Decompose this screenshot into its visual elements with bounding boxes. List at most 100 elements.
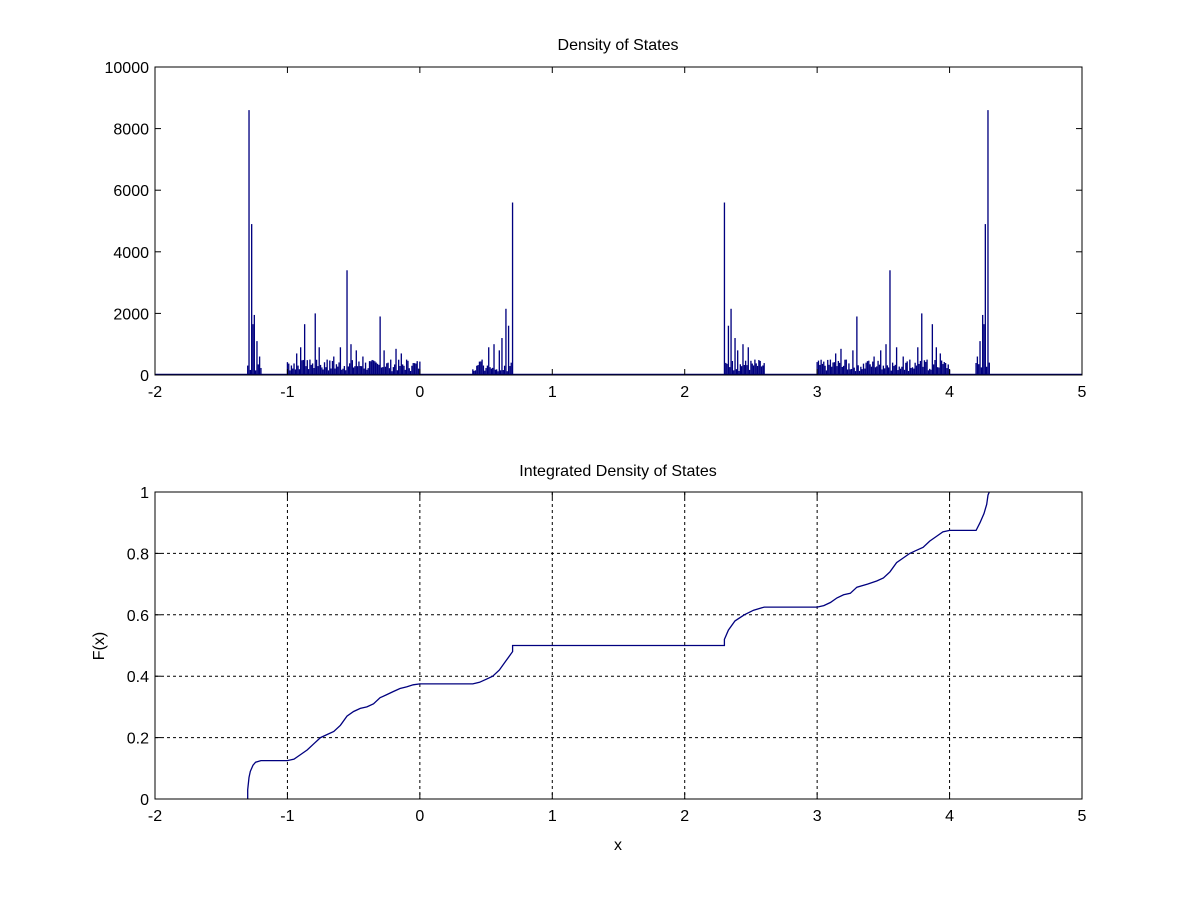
density-bar xyxy=(317,366,319,375)
density-bar xyxy=(305,366,307,375)
y-tick-label: 0 xyxy=(140,792,149,809)
density-bar xyxy=(840,348,842,375)
density-bar xyxy=(419,361,421,375)
density-bar xyxy=(752,365,755,375)
density-bar xyxy=(380,367,383,375)
density-bar xyxy=(379,316,381,375)
density-bar xyxy=(325,367,327,375)
density-bar xyxy=(831,366,833,375)
density-bar xyxy=(404,369,406,375)
density-bar xyxy=(882,365,885,375)
density-bar xyxy=(873,356,875,375)
density-bar xyxy=(354,366,356,375)
density-bar xyxy=(343,366,346,375)
density-bar xyxy=(292,368,294,375)
density-bar xyxy=(382,367,384,375)
density-bar xyxy=(817,360,820,375)
density-bar xyxy=(251,224,253,375)
density-bar xyxy=(327,370,330,375)
density-bar xyxy=(726,363,728,375)
density-bar xyxy=(910,368,912,375)
x-tick-label: -1 xyxy=(280,808,294,825)
density-bar xyxy=(845,359,847,375)
density-bar xyxy=(503,365,506,375)
density-bar xyxy=(407,360,409,375)
density-bar xyxy=(895,347,898,375)
density-bar xyxy=(293,363,295,375)
density-bar xyxy=(975,363,977,375)
density-bar xyxy=(987,110,989,376)
density-bar xyxy=(390,359,392,375)
density-bar xyxy=(922,366,924,375)
density-bar xyxy=(398,359,400,375)
density-bar xyxy=(985,366,988,375)
density-bar xyxy=(337,366,339,375)
integrated-title: Integrated Density of States xyxy=(519,463,716,480)
density-bar xyxy=(856,316,858,375)
y-tick-label: 0.6 xyxy=(127,608,149,625)
y-tick-label: 10000 xyxy=(105,60,150,77)
density-bar xyxy=(979,341,981,375)
density-bar xyxy=(499,370,502,375)
density-bar xyxy=(363,368,365,375)
density-bar xyxy=(743,364,745,375)
density-bar xyxy=(842,365,845,375)
density-bar xyxy=(905,362,907,375)
density-bar xyxy=(759,360,761,375)
integrated-y-axis-label: F(x) xyxy=(91,632,108,660)
density-bar xyxy=(939,353,941,375)
density-bar xyxy=(413,363,416,375)
density-bar xyxy=(310,364,312,375)
density-bar xyxy=(824,365,826,375)
density-bar xyxy=(339,347,342,375)
density-bar xyxy=(760,366,763,375)
density-bar xyxy=(936,367,939,375)
density-bar xyxy=(401,364,404,375)
density-bar xyxy=(376,363,379,375)
density-bar xyxy=(852,350,854,375)
density-bar xyxy=(725,362,727,375)
density-bar xyxy=(346,270,348,375)
density-bar xyxy=(474,370,477,375)
y-tick-label: 2000 xyxy=(113,306,149,323)
density-bar xyxy=(907,370,910,375)
density-bar xyxy=(755,363,757,375)
density-bar xyxy=(254,370,257,375)
density-bar xyxy=(862,363,865,375)
x-tick-label: 2 xyxy=(680,384,689,401)
density-bar xyxy=(313,368,315,375)
density-bar xyxy=(296,353,298,375)
density-bar xyxy=(754,359,756,375)
y-tick-label: 4000 xyxy=(113,245,149,262)
density-bar xyxy=(886,365,888,375)
density-bar xyxy=(364,362,367,375)
density-bar xyxy=(723,202,726,375)
density-bar xyxy=(252,324,254,375)
density-bar xyxy=(351,360,353,375)
density-bar xyxy=(326,359,328,375)
density-bar xyxy=(838,362,841,375)
density-bar xyxy=(347,366,350,375)
density-bar xyxy=(384,366,387,375)
density-bar xyxy=(486,365,489,375)
y-tick-label: 1 xyxy=(140,485,149,502)
density-bar xyxy=(846,369,849,375)
x-tick-label: 5 xyxy=(1078,384,1087,401)
density-bar xyxy=(738,370,740,375)
density-bar xyxy=(374,361,376,375)
density-bar xyxy=(835,353,837,375)
density-bar xyxy=(733,370,735,375)
density-bar xyxy=(980,367,983,375)
density-bar xyxy=(870,366,873,375)
density-bar xyxy=(302,359,304,375)
x-tick-label: 3 xyxy=(813,808,822,825)
density-bar xyxy=(881,369,883,375)
density-bar xyxy=(412,363,414,375)
density-bar xyxy=(405,359,408,375)
density-bar xyxy=(915,365,918,375)
density-bar xyxy=(744,360,747,375)
density-bar xyxy=(758,359,760,375)
density-bar xyxy=(885,344,887,375)
density-bar xyxy=(893,365,895,375)
density-bar xyxy=(288,363,290,375)
